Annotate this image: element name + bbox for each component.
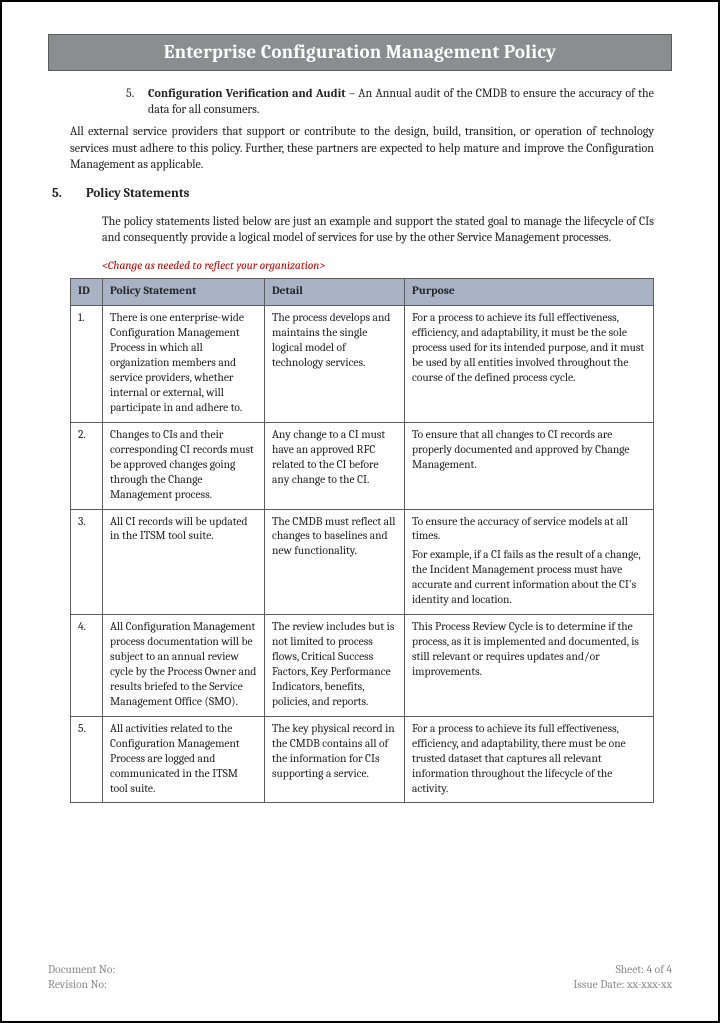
th-policy-statement: Policy Statement <box>103 279 265 306</box>
cell-policy-statement: All CI records will be updated in the IT… <box>103 509 265 615</box>
table-row: 3. All CI records will be updated in the… <box>71 509 654 615</box>
footer-right: Sheet: 4 of 4 Issue Date: xx-xxx-xx <box>573 962 672 993</box>
cell-policy-statement: All activities related to the Configurat… <box>103 716 265 803</box>
table-row: 1. There is one enterprise-wide Configur… <box>71 306 654 423</box>
footer-document-no: Document No: <box>48 962 115 978</box>
cell-id: 4. <box>71 615 103 717</box>
page-title: Enterprise Configuration Management Poli… <box>164 41 556 63</box>
cell-policy-statement: Changes to CIs and their corresponding C… <box>103 422 265 509</box>
footer-left: Document No: Revision No: <box>48 962 115 993</box>
section-number: 5. <box>52 186 86 201</box>
cell-purpose: This Process Review Cycle is to determin… <box>405 615 654 717</box>
table-row: 4. All Configuration Management process … <box>71 615 654 717</box>
section-title: Policy Statements <box>86 186 189 201</box>
footer-revision-no: Revision No: <box>48 977 115 993</box>
page-footer: Document No: Revision No: Sheet: 4 of 4 … <box>48 958 672 993</box>
cell-detail: The CMDB must reflect all changes to bas… <box>265 509 405 615</box>
list-body: Configuration Verification and Audit – A… <box>148 85 654 117</box>
list-item-5: 5. Configuration Verification and Audit … <box>126 85 654 117</box>
cell-policy-statement: There is one enterprise-wide Configurati… <box>103 306 265 423</box>
policy-table: ID Policy Statement Detail Purpose 1. Th… <box>70 278 654 803</box>
cell-purpose: For a process to achieve its full effect… <box>405 716 654 803</box>
th-detail: Detail <box>265 279 405 306</box>
change-note: <Change as needed to reflect your organi… <box>102 259 654 272</box>
cell-purpose-p2: For example, if a CI fails as the result… <box>412 548 646 608</box>
page: Enterprise Configuration Management Poli… <box>0 0 720 1023</box>
cell-detail: The process develops and maintains the s… <box>265 306 405 423</box>
cell-id: 2. <box>71 422 103 509</box>
table-header-row: ID Policy Statement Detail Purpose <box>71 279 654 306</box>
table-row: 2. Changes to CIs and their correspondin… <box>71 422 654 509</box>
cell-detail: Any change to a CI must have an approved… <box>265 422 405 509</box>
footer-sheet: Sheet: 4 of 4 <box>573 962 672 978</box>
cell-id: 5. <box>71 716 103 803</box>
content-area: 5. Configuration Verification and Audit … <box>48 85 672 958</box>
cell-purpose-p1: To ensure the accuracy of service models… <box>412 515 646 545</box>
th-id: ID <box>71 279 103 306</box>
cell-id: 3. <box>71 509 103 615</box>
list-lead: Configuration Verification and Audit <box>148 86 346 100</box>
cell-id: 1. <box>71 306 103 423</box>
cell-purpose: For a process to achieve its full effect… <box>405 306 654 423</box>
policy-table-wrap: ID Policy Statement Detail Purpose 1. Th… <box>70 278 654 803</box>
page-title-bar: Enterprise Configuration Management Poli… <box>48 34 672 71</box>
paragraph-providers: All external service providers that supp… <box>70 123 654 172</box>
list-number: 5. <box>126 85 148 117</box>
cell-detail: The review includes but is not limited t… <box>265 615 405 717</box>
section-intro: The policy statements listed below are j… <box>102 213 654 245</box>
table-row: 5. All activities related to the Configu… <box>71 716 654 803</box>
cell-purpose: To ensure that all changes to CI records… <box>405 422 654 509</box>
cell-policy-statement: All Configuration Management process doc… <box>103 615 265 717</box>
footer-issue-date: Issue Date: xx-xxx-xx <box>573 977 672 993</box>
cell-purpose: To ensure the accuracy of service models… <box>405 509 654 615</box>
cell-detail: The key physical record in the CMDB cont… <box>265 716 405 803</box>
th-purpose: Purpose <box>405 279 654 306</box>
section-header: 5. Policy Statements <box>52 186 654 201</box>
